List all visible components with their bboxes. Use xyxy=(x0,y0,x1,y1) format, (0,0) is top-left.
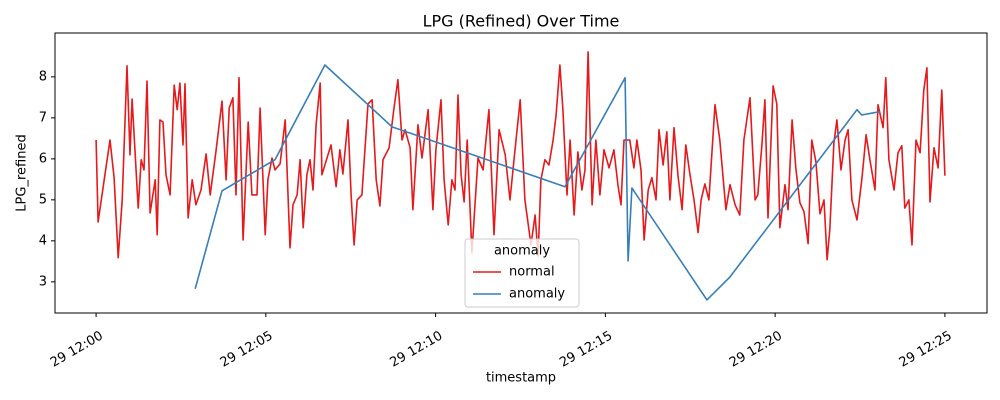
y-tick-label: 7 xyxy=(39,110,47,125)
x-axis-label: timestamp xyxy=(486,371,556,386)
legend-label: normal xyxy=(509,265,555,280)
y-tick-label: 5 xyxy=(39,192,47,207)
y-tick-label: 8 xyxy=(39,69,47,84)
y-tick-label: 4 xyxy=(39,233,47,248)
plot-frame xyxy=(54,32,988,314)
y-axis-label: LPG_refined xyxy=(15,134,30,211)
series-line xyxy=(95,51,946,261)
y-tick-label: 6 xyxy=(39,151,47,166)
legend-title: anomaly xyxy=(494,244,550,259)
legend: anomaly normal anomaly xyxy=(464,238,580,308)
legend-label: anomaly xyxy=(509,287,565,302)
legend-box xyxy=(464,238,580,308)
series-line xyxy=(194,64,880,301)
y-tick-label: 3 xyxy=(39,274,47,289)
chart-title: LPG (Refined) Over Time xyxy=(423,12,620,31)
